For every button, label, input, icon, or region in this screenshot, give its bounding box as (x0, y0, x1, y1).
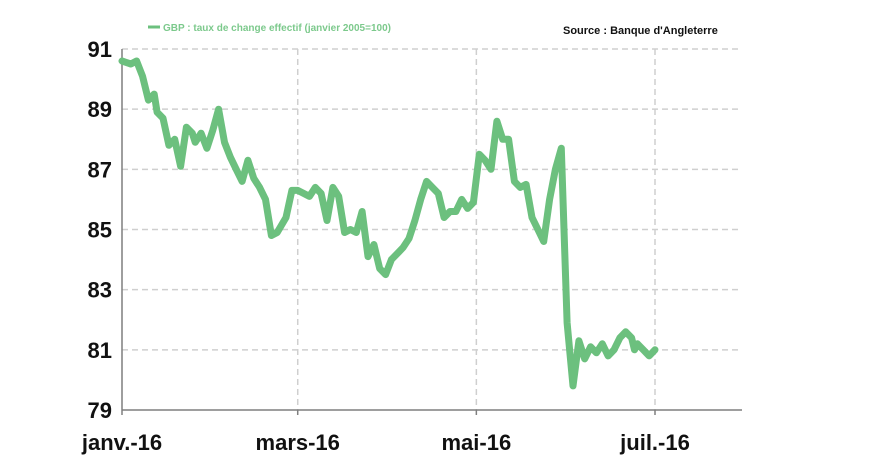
legend-label: GBP : taux de change effectif (janvier 2… (163, 23, 391, 34)
legend: GBP : taux de change effectif (janvier 2… (148, 23, 391, 34)
y-tick-label: 91 (88, 37, 112, 62)
x-tick-label: juil.-16 (619, 430, 690, 455)
y-tick-label: 89 (88, 97, 112, 122)
y-tick-label: 81 (88, 338, 112, 363)
y-tick-label: 85 (88, 218, 112, 243)
series-line-gbp-effective-rate (118, 57, 659, 390)
axes (121, 49, 742, 415)
y-tick-label: 83 (88, 278, 112, 303)
y-tick-label: 87 (88, 157, 112, 182)
x-tick-label: janv.-16 (81, 430, 162, 455)
x-tick-label: mai-16 (441, 430, 511, 455)
x-tick-label: mars-16 (256, 430, 340, 455)
y-tick-labels: 79 81 83 85 87 89 91 (88, 37, 112, 423)
x-tick-labels: janv.-16 mars-16 mai-16 juil.-16 (81, 430, 690, 455)
grid (122, 48, 742, 410)
series-group (118, 57, 659, 390)
y-tick-label: 79 (88, 398, 112, 423)
source-note: Source : Banque d'Angleterre (563, 25, 718, 37)
